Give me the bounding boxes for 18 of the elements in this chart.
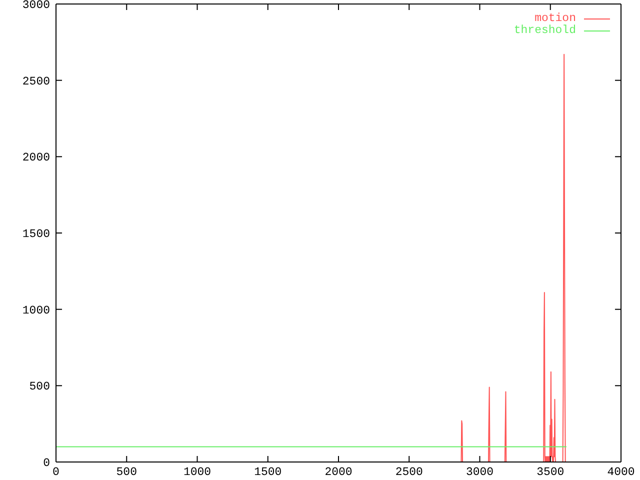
y-tick-label: 1500 (22, 228, 50, 242)
x-tick-label: 500 (116, 466, 138, 480)
legend-label: threshold (514, 24, 576, 37)
x-tick-label: 1000 (183, 466, 212, 480)
x-tick-label: 3000 (466, 466, 494, 480)
legend-label: motion (534, 12, 576, 25)
y-tick-label: 0 (43, 457, 50, 470)
y-tick-label: 2000 (22, 152, 50, 165)
y-tick-label: 1000 (22, 304, 50, 318)
x-tick-label: 2500 (395, 466, 424, 480)
y-tick-label: 500 (29, 380, 50, 394)
y-tick-label: 2500 (22, 75, 50, 88)
x-tick-label: 3500 (536, 466, 564, 480)
x-tick-label: 4000 (607, 466, 635, 480)
x-tick-label: 1500 (254, 466, 282, 480)
x-tick-label: 0 (52, 466, 60, 480)
x-tick-label: 2000 (324, 466, 352, 480)
y-tick-label: 3000 (22, 0, 50, 12)
